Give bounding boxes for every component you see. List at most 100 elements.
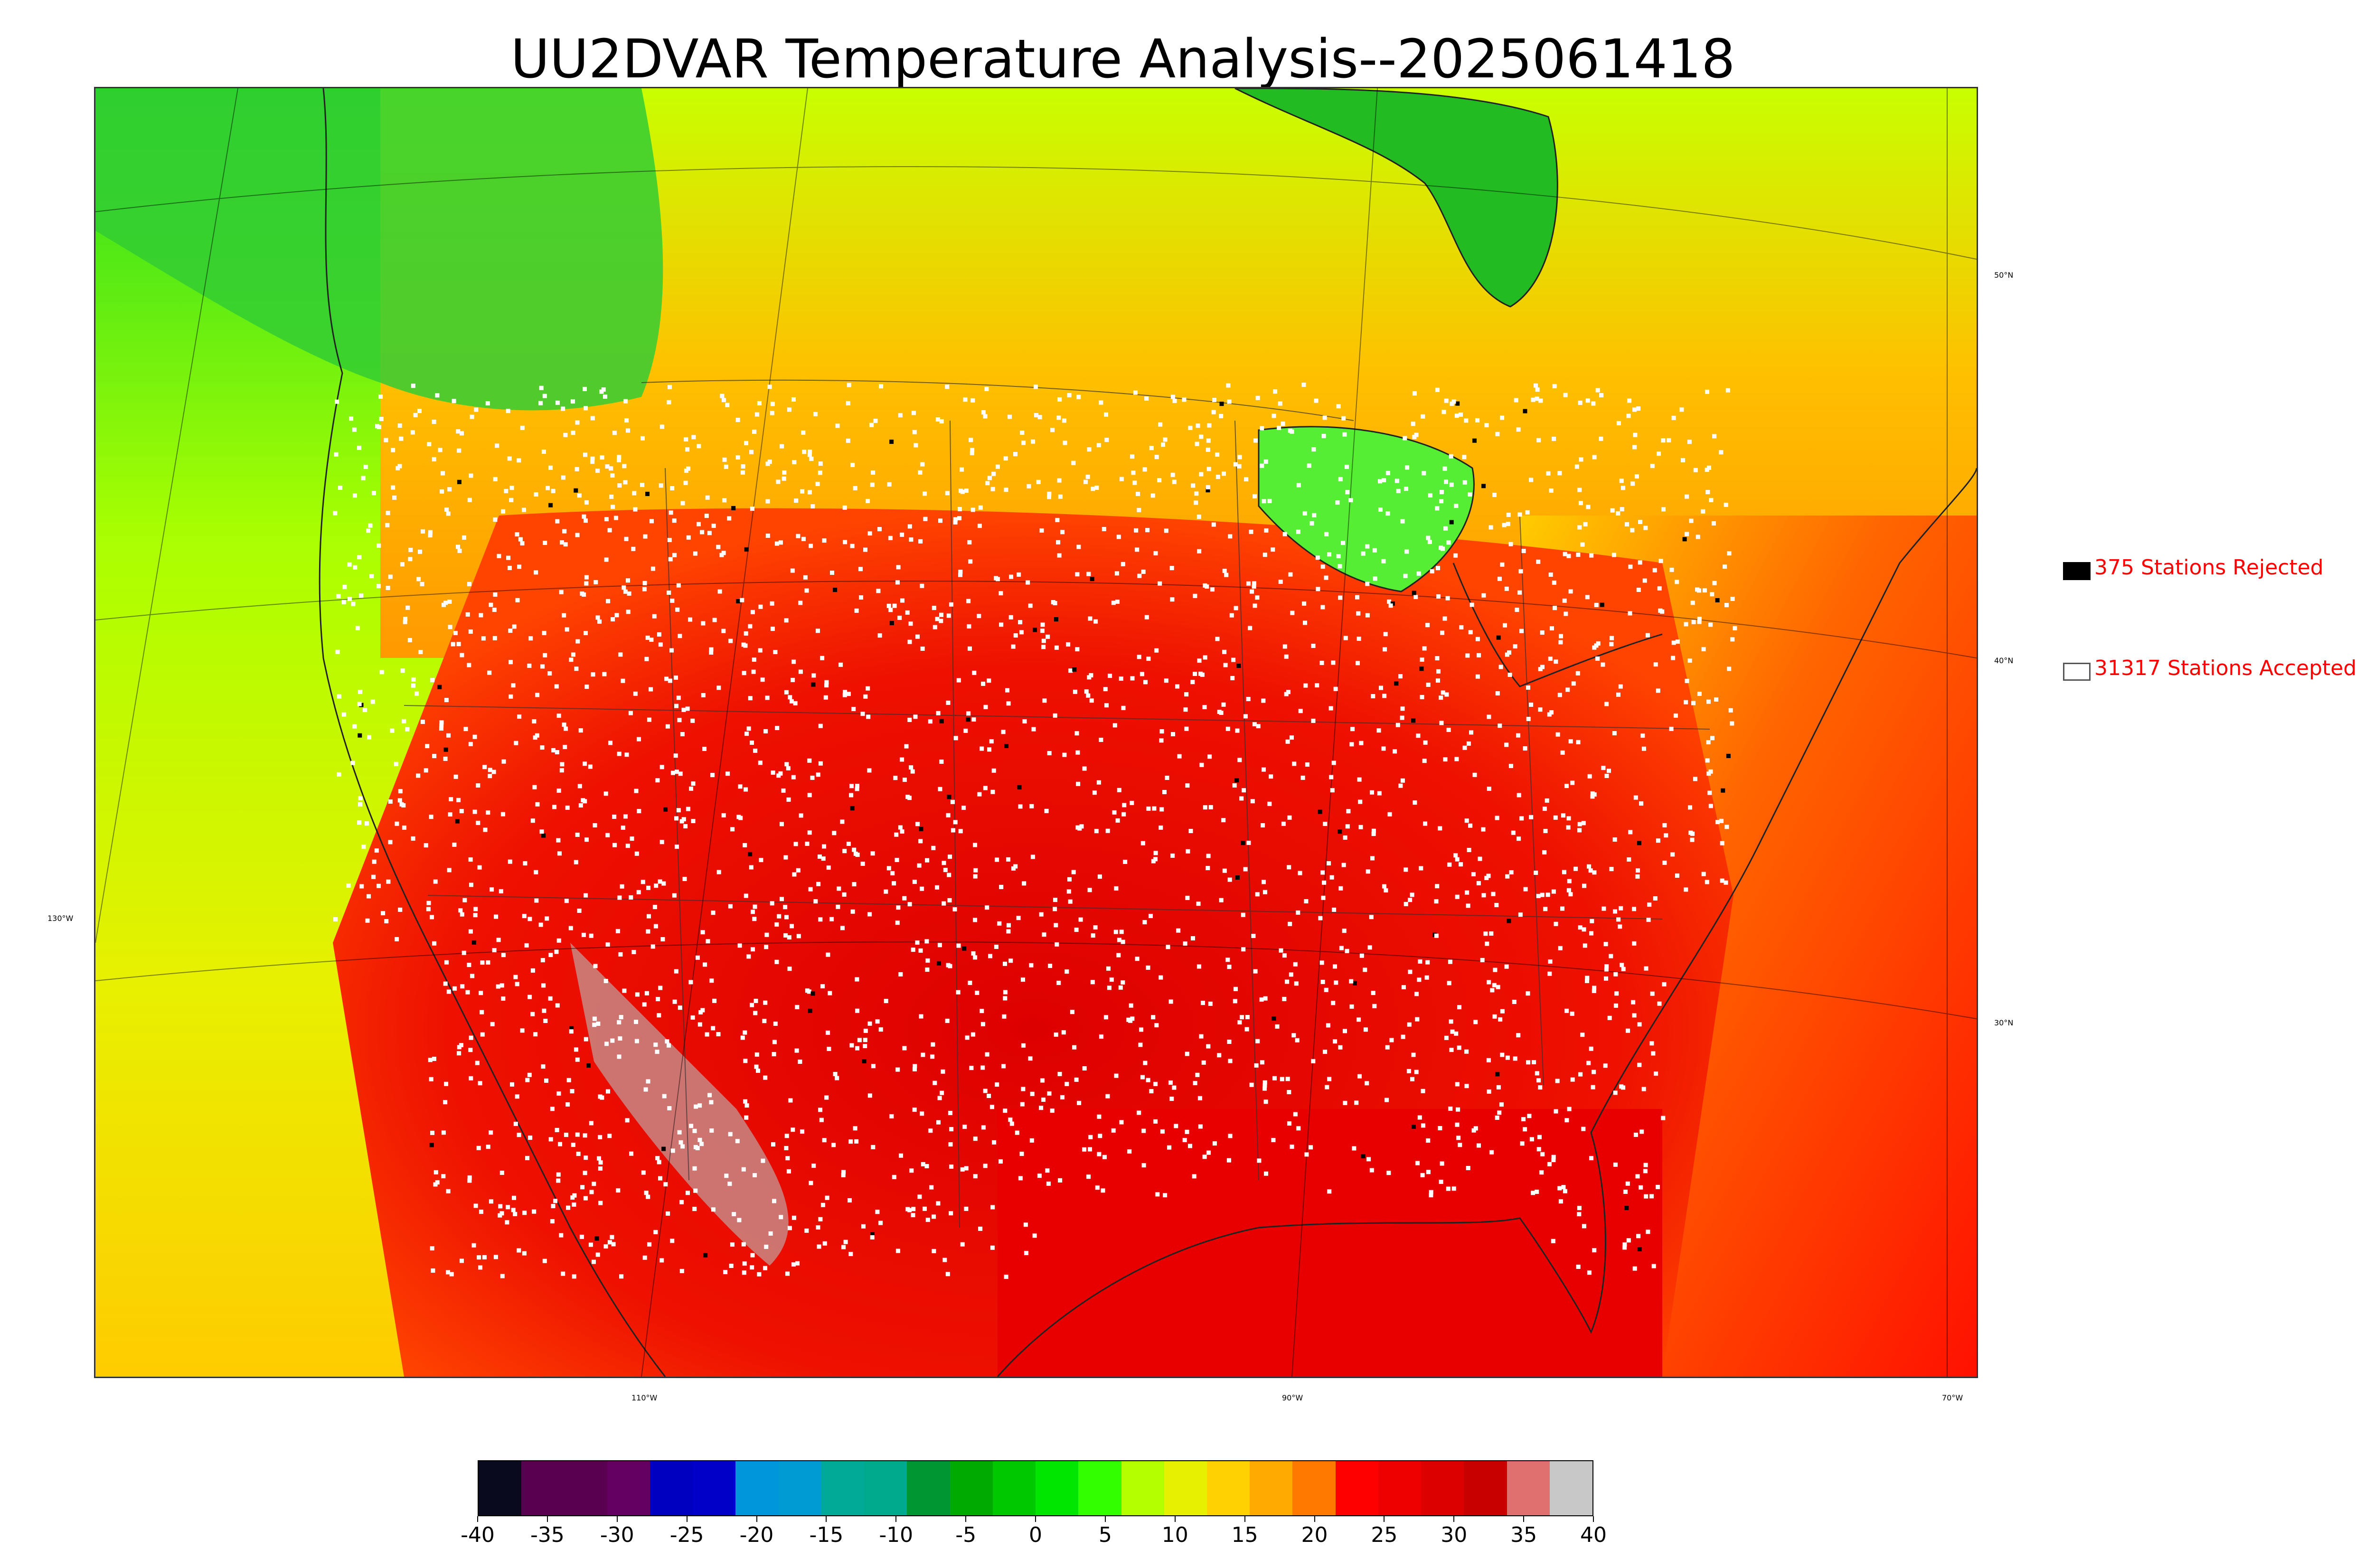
station-marker <box>900 532 904 537</box>
station-marker <box>695 955 700 960</box>
station-marker <box>1361 551 1366 556</box>
station-marker <box>653 1042 658 1047</box>
station-marker <box>1211 410 1216 414</box>
station-marker <box>430 1246 434 1251</box>
station-marker <box>1158 581 1162 586</box>
station-marker <box>392 495 397 500</box>
station-marker <box>824 680 829 685</box>
station-marker <box>1250 799 1255 804</box>
station-marker <box>1164 528 1168 533</box>
station-marker <box>425 744 430 749</box>
lat-label-30n: 30°N <box>1994 1018 2014 1027</box>
station-marker <box>1404 549 1409 554</box>
station-marker <box>543 1019 548 1023</box>
station-marker <box>753 904 757 909</box>
station-marker <box>1385 1045 1390 1050</box>
station-marker <box>649 638 654 642</box>
station-marker <box>449 797 453 801</box>
station-marker <box>705 1032 709 1037</box>
station-marker <box>424 843 428 848</box>
station-marker <box>668 678 672 683</box>
station-marker <box>1654 1071 1658 1076</box>
station-marker <box>966 717 970 722</box>
station-marker <box>488 768 492 772</box>
station-marker <box>826 1030 830 1035</box>
station-marker <box>971 951 976 956</box>
station-marker <box>1296 483 1301 488</box>
station-marker <box>1543 829 1548 833</box>
station-marker <box>575 1132 580 1137</box>
station-marker <box>790 568 795 573</box>
station-marker <box>808 887 813 892</box>
colorbar-tick <box>756 1516 757 1522</box>
station-marker <box>943 868 948 873</box>
station-marker <box>1273 389 1278 394</box>
station-marker <box>658 1176 662 1181</box>
station-marker <box>1119 1120 1124 1125</box>
station-marker <box>909 765 914 770</box>
station-marker <box>889 440 894 444</box>
map-panel[interactable] <box>94 87 1978 1378</box>
station-marker <box>682 877 687 881</box>
station-marker <box>1170 394 1175 399</box>
station-marker <box>1145 528 1150 533</box>
station-marker <box>1357 637 1361 641</box>
station-marker <box>622 988 627 993</box>
station-marker <box>686 1191 690 1195</box>
station-marker <box>809 544 813 548</box>
station-marker <box>1518 912 1523 917</box>
station-marker <box>1288 921 1292 926</box>
station-marker <box>608 741 612 745</box>
station-marker <box>1394 479 1399 483</box>
station-marker <box>918 948 923 953</box>
station-marker <box>846 438 850 443</box>
station-marker <box>1481 593 1486 598</box>
station-marker <box>468 929 473 934</box>
station-marker <box>611 1242 616 1247</box>
station-marker <box>1257 1158 1262 1163</box>
station-marker <box>1626 413 1631 418</box>
station-marker <box>1551 1155 1556 1159</box>
station-marker <box>863 1044 867 1048</box>
station-marker <box>335 399 339 404</box>
station-marker <box>1036 479 1041 484</box>
station-marker <box>1557 471 1562 476</box>
station-marker <box>1217 1053 1222 1058</box>
station-marker <box>598 1166 603 1171</box>
station-marker <box>598 1201 603 1205</box>
station-marker <box>1705 389 1709 394</box>
station-marker <box>517 564 521 569</box>
station-marker <box>604 1042 609 1046</box>
station-marker <box>820 984 825 988</box>
station-marker <box>743 1099 747 1104</box>
station-marker <box>555 400 560 405</box>
station-marker <box>1578 1072 1583 1077</box>
station-marker <box>1122 803 1127 807</box>
station-marker <box>1440 1161 1444 1166</box>
station-marker <box>1684 700 1688 704</box>
station-marker <box>1518 569 1523 573</box>
station-marker <box>709 650 714 655</box>
station-marker <box>1228 534 1233 539</box>
station-marker <box>1091 487 1095 491</box>
station-marker <box>365 918 370 923</box>
station-marker <box>1281 821 1286 826</box>
station-marker <box>1237 1020 1242 1024</box>
station-marker <box>969 1066 974 1070</box>
station-marker <box>1016 916 1021 920</box>
station-marker <box>632 491 637 496</box>
station-marker <box>542 630 546 635</box>
station-marker <box>1517 590 1522 595</box>
station-marker <box>1688 830 1693 835</box>
station-marker <box>935 417 940 422</box>
station-marker <box>1728 708 1733 713</box>
station-marker <box>1435 506 1440 511</box>
station-marker <box>1592 455 1597 460</box>
station-marker <box>817 1244 821 1249</box>
colorbar-segment <box>693 1461 736 1515</box>
station-marker <box>1153 857 1158 862</box>
station-marker <box>1411 1052 1416 1057</box>
station-marker <box>854 1139 859 1144</box>
station-marker <box>492 948 497 952</box>
station-marker <box>499 1211 504 1216</box>
